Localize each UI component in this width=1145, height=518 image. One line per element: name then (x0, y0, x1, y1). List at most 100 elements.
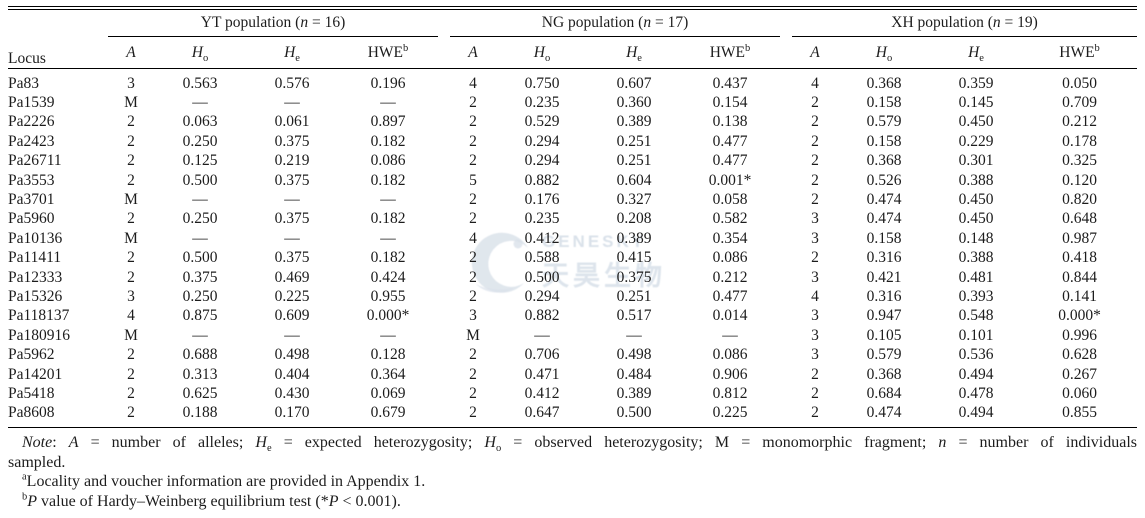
table-row: Pa3701 M — — — 2 0.176 0.327 0.058 2 0.474 0.450 0.8… (8, 190, 1137, 209)
value-cell-xh-0: 2 (811, 190, 819, 208)
value-cell-ng-3: 0.086 (712, 249, 748, 267)
value-cell-yt-0: 2 (127, 365, 135, 383)
group-header-xh: XH population (n = 19) (792, 8, 1138, 37)
value-cell-ng-2: 0.498 (616, 346, 652, 364)
value-cell-ng-2: 0.360 (616, 93, 652, 111)
locus-cell: Pa5960 (8, 210, 55, 228)
value-cell-yt-3: 0.182 (370, 171, 406, 189)
value-cell-ng-2: 0.251 (616, 152, 652, 170)
column-spacer (780, 326, 792, 345)
group-header-ng: NG population (n = 17) (450, 8, 781, 37)
value-cell-ng-2: 0.375 (616, 268, 652, 286)
value-cell-xh-0: 4 (811, 74, 819, 92)
value-cell-ng-3: 0.582 (712, 210, 748, 228)
column-spacer (780, 93, 792, 112)
column-header-hwe-yt: HWEb (338, 36, 438, 69)
value-cell-ng-2: 0.389 (616, 385, 652, 402)
value-cell-ng-3: 0.138 (712, 113, 748, 131)
value-cell-xh-2: 0.301 (958, 152, 994, 170)
value-cell-yt-0: 2 (127, 249, 135, 267)
value-cell-xh-1: 0.316 (866, 249, 902, 267)
locus-cell: Pa3701 (8, 190, 55, 208)
value-cell-ng-3: 0.212 (712, 268, 748, 286)
value-cell-ng-1: 0.235 (524, 93, 560, 111)
locus-cell: Pa12333 (8, 268, 63, 286)
value-cell-xh-2: 0.388 (958, 249, 994, 267)
value-cell-xh-3: 0.844 (1062, 268, 1097, 286)
table-row: Pa26711 2 0.125 0.219 0.086 2 0.294 0.251 0.477 2… (8, 151, 1137, 170)
column-spacer (780, 287, 792, 306)
value-cell-yt-3: — (380, 93, 396, 111)
value-cell-xh-2: 0.481 (958, 268, 994, 286)
value-cell-ng-1: 0.471 (524, 365, 560, 383)
value-cell-xh-2: 0.229 (958, 132, 994, 150)
value-cell-xh-3: 0.050 (1062, 74, 1097, 92)
value-cell-xh-0: 2 (811, 385, 819, 402)
value-cell-yt-0: M (124, 326, 138, 344)
value-cell-xh-2: 0.450 (958, 113, 994, 131)
table-header: Locus YT population (n = 16) NG populati… (8, 8, 1138, 69)
value-cell-xh-3: 0.996 (1062, 326, 1097, 344)
value-cell-yt-2: — (284, 93, 300, 111)
value-cell-ng-1: 0.176 (524, 190, 560, 208)
locus-cell: Pa83 (8, 74, 39, 92)
column-spacer (780, 209, 792, 228)
locus-cell: Pa14201 (8, 365, 63, 383)
value-cell-xh-1: 0.474 (866, 210, 902, 228)
value-cell-yt-1: — (192, 190, 208, 208)
value-cell-xh-0: 3 (811, 346, 819, 364)
value-cell-ng-3: 0.001* (708, 171, 752, 189)
value-cell-ng-1: 0.412 (524, 385, 560, 402)
value-cell-yt-3: — (380, 229, 396, 247)
value-cell-xh-2: 0.536 (958, 346, 994, 364)
value-cell-yt-2: — (284, 190, 300, 208)
value-cell-xh-1: 0.579 (866, 113, 902, 131)
locus-cell: Pa3553 (8, 171, 55, 189)
column-spacer (438, 326, 450, 345)
value-cell-yt-2: 0.375 (274, 171, 310, 189)
value-cell-yt-1: 0.063 (182, 113, 218, 131)
column-spacer (780, 306, 792, 325)
value-cell-ng-0: 2 (469, 190, 477, 208)
value-cell-ng-3: 0.812 (712, 385, 748, 402)
column-spacer (780, 345, 792, 364)
value-cell-yt-2: 0.576 (274, 74, 310, 92)
note-text-continued: sampled. (8, 453, 66, 471)
group-header-row: Locus YT population (n = 16) NG populati… (8, 8, 1138, 69)
table-row: Pa2423 2 0.250 0.375 0.182 2 0.294 0.251 0.477 2 0… (8, 132, 1137, 151)
value-cell-yt-1: 0.250 (182, 210, 218, 228)
value-cell-yt-2: 0.375 (274, 249, 310, 267)
value-cell-xh-0: 3 (811, 210, 819, 228)
value-cell-yt-3: 0.182 (370, 132, 406, 150)
value-cell-ng-0: 2 (469, 210, 477, 228)
value-cell-xh-2: 0.450 (958, 210, 994, 228)
column-header-a-yt: A (108, 36, 154, 69)
locus-cell: Pa8608 (8, 403, 108, 428)
value-cell-xh-1: 0.158 (866, 132, 902, 150)
value-cell-xh-3: 0.141 (1062, 287, 1097, 305)
value-cell-yt-2: 0.469 (274, 268, 310, 286)
value-cell-ng-2: 0.517 (616, 307, 652, 325)
value-cell-xh-1: 0.368 (866, 365, 902, 383)
value-cell-ng-0: M (466, 326, 480, 344)
value-cell-ng-0: 2 (469, 113, 477, 131)
value-cell-xh-1: 0.421 (866, 268, 902, 286)
value-cell-yt-1: — (192, 93, 208, 111)
value-cell-yt-3: 0.955 (370, 287, 406, 305)
value-cell-xh-1: 0.579 (866, 346, 902, 364)
value-cell-ng-0: 2 (469, 287, 477, 305)
value-cell-xh-1: 0.158 (866, 93, 902, 111)
value-cell-ng-0: 4 (469, 229, 477, 247)
column-spacer (780, 268, 792, 287)
column-spacer (438, 287, 450, 306)
column-spacer (780, 190, 792, 209)
value-cell-ng-2: 0.389 (616, 229, 652, 247)
value-cell-xh-3: 0.628 (1062, 346, 1097, 364)
value-cell-xh-2: 0.548 (958, 307, 994, 325)
population-genetics-table: Locus YT population (n = 16) NG populati… (8, 6, 1138, 428)
value-cell-ng-3: 0.437 (712, 74, 748, 92)
locus-cell: Pa2226 (8, 113, 55, 131)
value-cell-xh-0: 2 (811, 171, 819, 189)
column-spacer (438, 384, 450, 403)
